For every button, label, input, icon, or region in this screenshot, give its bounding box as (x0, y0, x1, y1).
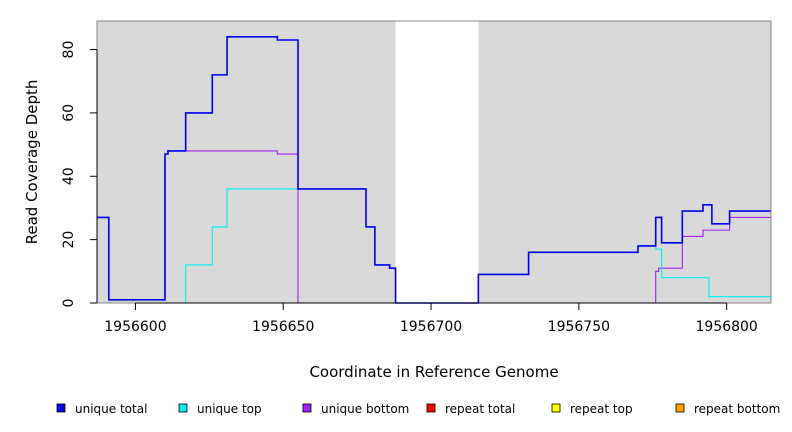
x-axis: 1956600 1956650 1956700 1956750 1956800 (104, 302, 758, 335)
x-tick-label: 1956650 (252, 319, 314, 335)
legend-label: unique bottom (321, 402, 409, 416)
highlight-region (395, 21, 479, 303)
y-tick-label: 20 (61, 231, 77, 249)
legend-item-unique-bottom: unique bottom (302, 402, 409, 416)
legend-label: repeat top (570, 402, 633, 416)
legend-label: unique total (75, 402, 147, 416)
plot-area (96, 20, 772, 304)
x-tick-label: 1956750 (548, 319, 610, 335)
legend: unique total unique top unique bottom repea… (56, 402, 780, 416)
legend-swatch (426, 403, 436, 413)
legend-label: unique top (197, 402, 262, 416)
x-axis-title: Coordinate in Reference Genome (309, 363, 558, 381)
legend-label: repeat bottom (694, 402, 780, 416)
y-axis: 0 20 40 60 80 (61, 41, 98, 308)
legend-item-repeat-bottom: repeat bottom (675, 402, 780, 416)
legend-item-unique-total: unique total (56, 402, 147, 416)
legend-item-repeat-total: repeat total (426, 402, 515, 416)
x-tick-label: 1956600 (104, 319, 166, 335)
x-tick-label: 1956700 (400, 319, 462, 335)
legend-swatch (675, 403, 685, 413)
y-tick-label: 60 (61, 104, 77, 122)
x-tick-label: 1956800 (695, 319, 757, 335)
legend-swatch (178, 403, 188, 413)
legend-label: repeat total (445, 402, 515, 416)
y-tick-label: 0 (61, 299, 77, 308)
y-axis-title: Read Coverage Depth (23, 80, 41, 245)
legend-swatch (551, 403, 561, 413)
y-tick-label: 40 (61, 167, 77, 185)
legend-item-repeat-top: repeat top (551, 402, 633, 416)
legend-swatch (302, 403, 312, 413)
legend-swatch (56, 403, 66, 413)
legend-item-unique-top: unique top (178, 402, 262, 416)
y-tick-label: 80 (61, 41, 77, 59)
series-line-unique-total (97, 36, 771, 304)
